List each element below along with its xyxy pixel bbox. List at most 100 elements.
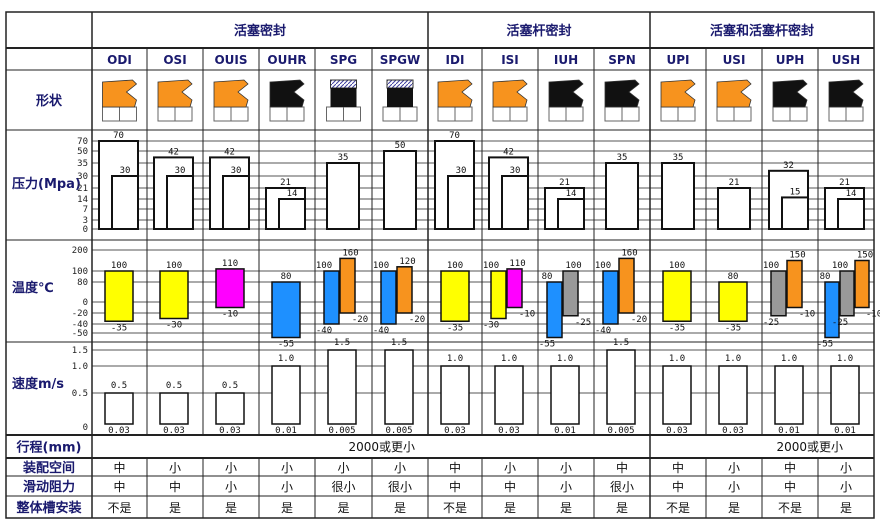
speed-bar	[271, 365, 301, 425]
speed-min-value: 0.03	[666, 426, 688, 436]
speed-bar	[550, 365, 580, 425]
pressure-bar	[166, 175, 194, 230]
seal-shape-orange	[492, 79, 528, 108]
row-label-shape: 形状	[36, 93, 63, 109]
seal-shape-body	[330, 88, 357, 107]
row-label-friction: 滑动阻力	[23, 479, 75, 495]
sliding-friction-value: 很小	[388, 480, 412, 494]
pressure-tick: 14	[77, 195, 88, 205]
temperature-bar-gray	[770, 270, 787, 317]
seal-shape-orange	[437, 79, 473, 108]
speed-bar	[159, 392, 189, 425]
speed-min-value: 0.005	[607, 426, 634, 436]
seal-name-ush: USH	[832, 53, 860, 67]
sliding-friction-value: 很小	[610, 480, 634, 494]
pressure-bar	[837, 198, 865, 230]
temperature-min-value: -40	[595, 326, 611, 336]
integral-groove-value: 是	[169, 501, 181, 515]
temperature-max-value: 100	[763, 261, 779, 271]
integral-groove-value: 是	[394, 501, 406, 515]
pressure-bar	[383, 150, 417, 230]
speed-max-value: 0.5	[111, 381, 127, 391]
seal-shape-hatched	[386, 79, 414, 89]
integral-groove-value: 是	[840, 501, 852, 515]
seal-name-usi: USI	[723, 53, 746, 67]
seal-name-spn: SPN	[608, 53, 635, 67]
seal-shape-black	[772, 79, 808, 108]
temperature-max-value: 120	[399, 257, 415, 267]
pressure-value: 35	[673, 153, 684, 163]
speed-bar	[384, 349, 414, 425]
temperature-bar-orange	[339, 257, 356, 314]
speed-min-value: 0.01	[554, 426, 576, 436]
sliding-friction-value: 中	[784, 479, 796, 494]
pressure-tick: 7	[83, 205, 88, 215]
assembly-space-value: 小	[504, 461, 516, 475]
temperature-bar-orange	[396, 266, 413, 314]
pressure-bar	[605, 162, 639, 230]
speed-max-value: 1.0	[669, 354, 685, 364]
integral-groove-value: 不是	[778, 501, 802, 515]
temperature-max-value: 100	[447, 261, 463, 271]
assembly-space-value: 中	[672, 460, 684, 475]
speed-min-value: 0.03	[108, 426, 130, 436]
temperature-min-value: -55	[278, 340, 294, 350]
sliding-friction-value: 小	[560, 480, 572, 494]
pressure-bar	[557, 198, 585, 230]
pressure-bar	[111, 175, 139, 230]
temperature-bar-blue	[824, 281, 840, 339]
temperature-min-value: -35	[111, 323, 127, 333]
speed-max-value: 1.0	[781, 354, 797, 364]
seal-shape-orange	[716, 79, 752, 108]
assembly-space-value: 小	[728, 461, 740, 475]
row-label-pressure: 压力(Mpa)	[12, 176, 81, 192]
speed-min-value: 0.01	[834, 426, 856, 436]
sliding-friction-value: 小	[728, 480, 740, 494]
temperature-min-value: -35	[669, 323, 685, 333]
speed-tick: 1.0	[72, 362, 88, 372]
temperature-max-value: 80	[820, 272, 831, 282]
pressure-value: 30	[456, 166, 467, 176]
pressure-tick: 30	[77, 172, 88, 182]
temperature-bar-magenta	[215, 268, 245, 309]
pressure-value: 42	[168, 147, 179, 157]
integral-groove-value: 不是	[107, 501, 131, 515]
temperature-bar-blue	[546, 281, 563, 339]
pressure-value: 21	[729, 178, 740, 188]
temperature-tick: 200	[72, 246, 88, 256]
sliding-friction-value: 小	[225, 480, 237, 494]
temperature-max-value: 110	[222, 259, 238, 269]
seal-name-spg: SPG	[330, 53, 357, 67]
assembly-space-value: 小	[337, 461, 349, 475]
pressure-value: 35	[338, 153, 349, 163]
speed-max-value: 1.0	[837, 354, 853, 364]
assembly-space-value: 小	[394, 461, 406, 475]
assembly-space-value: 中	[113, 460, 125, 475]
temperature-bar-orange	[854, 259, 870, 309]
speed-min-value: 0.01	[275, 426, 297, 436]
integral-groove-value: 是	[504, 501, 516, 515]
temperature-min-value: -25	[763, 318, 779, 328]
speed-tick: 1.5	[72, 346, 88, 356]
temperature-tick: 80	[77, 278, 88, 288]
pressure-tick: 50	[77, 147, 88, 157]
speed-min-value: 0.03	[219, 426, 241, 436]
temperature-tick: 100	[72, 267, 88, 277]
temperature-min-value: -30	[483, 321, 499, 331]
temperature-bar-yellow	[440, 270, 470, 322]
pressure-tick: 3	[83, 216, 88, 226]
speed-min-value: 0.01	[778, 426, 800, 436]
speed-min-value: 0.005	[385, 426, 412, 436]
sliding-friction-value: 小	[281, 480, 293, 494]
pressure-value: 30	[231, 166, 242, 176]
speed-bar	[662, 365, 692, 425]
seal-name-ouhr: OUHR	[267, 53, 306, 67]
pressure-value: 21	[839, 178, 850, 188]
speed-bar	[440, 365, 470, 425]
temperature-max-value: 100	[373, 261, 389, 271]
speed-max-value: 1.0	[278, 354, 294, 364]
temperature-max-value: 150	[857, 251, 873, 261]
pressure-value: 14	[846, 189, 857, 199]
speed-max-value: 1.0	[501, 354, 517, 364]
